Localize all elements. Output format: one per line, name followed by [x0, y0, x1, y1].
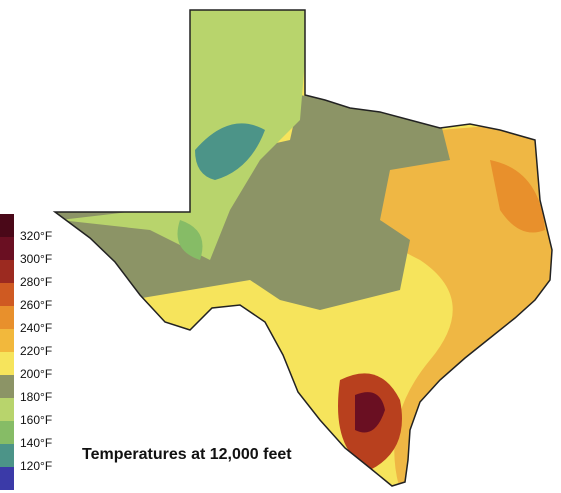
legend-swatch: [0, 329, 14, 352]
legend-swatch: [0, 467, 14, 490]
legend-label: 240°F: [20, 321, 52, 335]
legend-swatch: [0, 444, 14, 467]
legend-label: 220°F: [20, 344, 52, 358]
legend: 320°F 300°F 280°F 260°F 240°F 220°F 200°F 180°F…: [0, 214, 52, 490]
legend-label: 300°F: [20, 252, 52, 266]
map-title: Temperatures at 12,000 feet: [82, 446, 292, 463]
legend-swatch: [0, 421, 14, 444]
legend-label: 260°F: [20, 298, 52, 312]
legend-label: 280°F: [20, 275, 52, 289]
texas-fill: [55, 10, 552, 486]
legend-swatch: [0, 398, 14, 421]
legend-label: 140°F: [20, 436, 52, 450]
legend-label: 120°F: [20, 459, 52, 473]
legend-label: 180°F: [20, 390, 52, 404]
legend-cap: [0, 214, 14, 237]
state-outline: [52, 9, 553, 487]
legend-swatch: [0, 283, 14, 306]
legend-swatch: [0, 352, 14, 375]
legend-label: 320°F: [20, 229, 52, 243]
legend-swatch: [0, 260, 14, 283]
legend-swatch: [0, 375, 14, 398]
legend-swatch: [0, 237, 14, 260]
legend-swatch: [0, 306, 14, 329]
legend-label: 160°F: [20, 413, 52, 427]
legend-label: 200°F: [20, 367, 52, 381]
